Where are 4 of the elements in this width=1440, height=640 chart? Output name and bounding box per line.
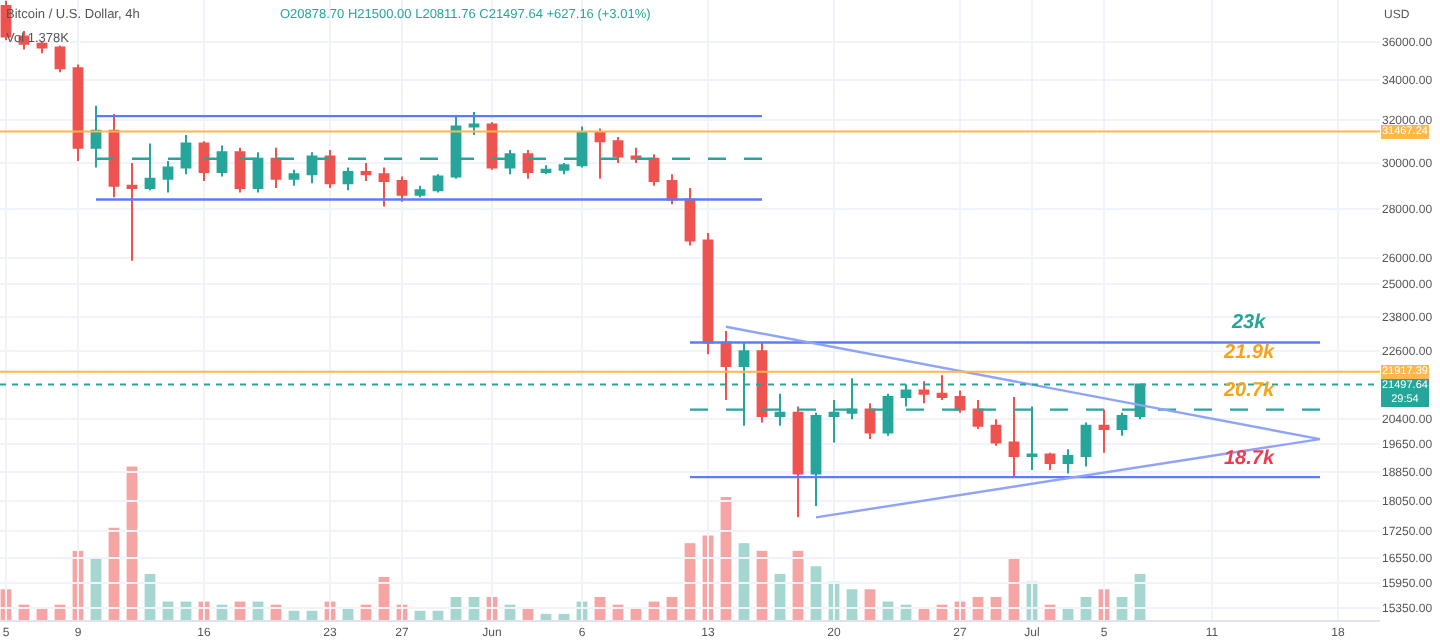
annotation: 20.7k bbox=[1222, 380, 1275, 402]
annotation: 23k bbox=[1230, 312, 1267, 334]
annotation: 18.7k bbox=[1224, 448, 1275, 470]
annotation: 21.9k bbox=[1222, 342, 1275, 364]
